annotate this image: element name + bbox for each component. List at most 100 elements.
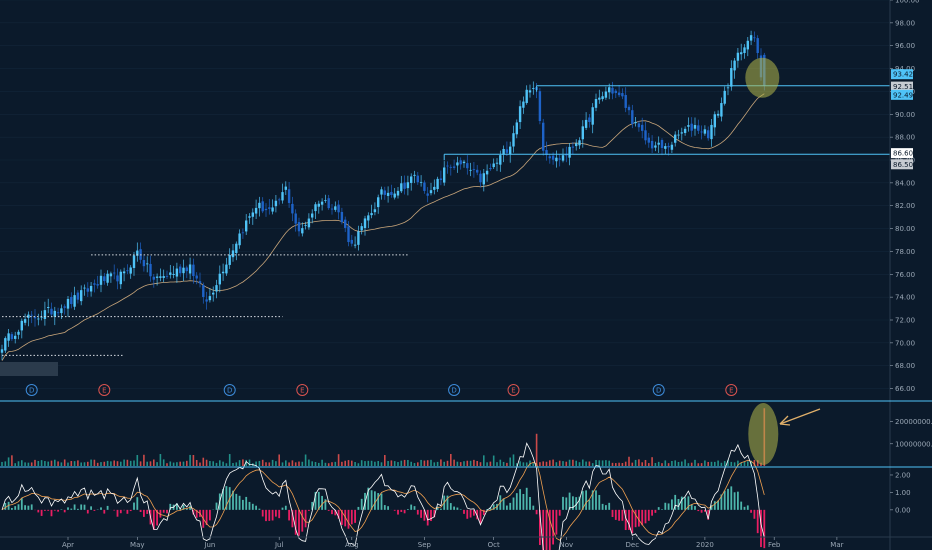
candle[interactable]	[416, 171, 419, 185]
price-tag[interactable]: 86.60	[891, 148, 913, 159]
candle[interactable]	[76, 290, 80, 304]
candle[interactable]	[367, 212, 370, 229]
candle[interactable]	[674, 131, 677, 147]
candle[interactable]	[73, 286, 76, 310]
candle[interactable]	[66, 296, 70, 317]
candle[interactable]	[63, 304, 66, 315]
candle[interactable]	[0, 344, 4, 361]
candle[interactable]	[228, 248, 231, 269]
candle[interactable]	[20, 318, 23, 339]
candle[interactable]	[337, 200, 340, 220]
candle[interactable]	[344, 216, 347, 233]
candle[interactable]	[172, 265, 175, 279]
candle[interactable]	[377, 194, 380, 214]
candle[interactable]	[736, 48, 740, 68]
candle[interactable]	[142, 255, 146, 272]
candle[interactable]	[631, 104, 634, 129]
candle[interactable]	[261, 197, 264, 214]
candle[interactable]	[393, 188, 396, 200]
candle[interactable]	[37, 313, 40, 326]
candle[interactable]	[165, 270, 169, 279]
candle[interactable]	[169, 264, 172, 279]
candle[interactable]	[700, 125, 703, 140]
candle[interactable]	[314, 202, 317, 220]
dividend-marker[interactable]: D	[223, 384, 236, 396]
candle[interactable]	[195, 272, 198, 285]
candle[interactable]	[188, 257, 192, 280]
candle[interactable]	[733, 57, 736, 79]
candle[interactable]	[707, 126, 710, 141]
candle[interactable]	[291, 196, 294, 222]
candle[interactable]	[443, 161, 446, 186]
candle[interactable]	[149, 255, 152, 282]
candle[interactable]	[472, 161, 476, 178]
candle[interactable]	[146, 256, 149, 273]
candle[interactable]	[89, 282, 93, 297]
candle[interactable]	[439, 170, 443, 186]
candle[interactable]	[591, 103, 594, 134]
candle[interactable]	[693, 117, 697, 136]
candle[interactable]	[749, 30, 753, 45]
candle[interactable]	[330, 203, 334, 215]
candle[interactable]	[86, 282, 89, 298]
candle[interactable]	[555, 150, 558, 168]
candle[interactable]	[284, 181, 287, 195]
candle[interactable]	[106, 270, 109, 286]
candle[interactable]	[251, 208, 254, 225]
candle[interactable]	[677, 129, 680, 140]
candle[interactable]	[479, 170, 482, 188]
candle[interactable]	[713, 111, 716, 136]
candle[interactable]	[720, 97, 723, 122]
candle[interactable]	[132, 251, 136, 276]
candle[interactable]	[426, 187, 429, 203]
candle[interactable]	[334, 201, 337, 212]
oscillator-pane[interactable]	[1, 442, 766, 550]
candle[interactable]	[667, 142, 670, 156]
candle[interactable]	[396, 186, 400, 199]
candle[interactable]	[363, 215, 367, 236]
candle[interactable]	[17, 329, 20, 340]
candle[interactable]	[466, 155, 469, 175]
candle[interactable]	[96, 275, 99, 289]
candle[interactable]	[218, 265, 221, 293]
candle[interactable]	[278, 197, 281, 205]
candle[interactable]	[657, 136, 660, 153]
candle[interactable]	[617, 84, 621, 98]
candle[interactable]	[33, 309, 37, 327]
candle[interactable]	[459, 157, 462, 170]
candle[interactable]	[634, 116, 637, 127]
candle[interactable]	[258, 196, 261, 217]
candle[interactable]	[205, 291, 208, 310]
candle[interactable]	[462, 159, 466, 168]
price-tag[interactable]: 86.50	[891, 159, 913, 170]
candle[interactable]	[492, 158, 495, 170]
candle[interactable]	[192, 258, 195, 284]
dividend-marker[interactable]: D	[448, 384, 461, 396]
candle[interactable]	[558, 154, 561, 167]
candle[interactable]	[518, 100, 522, 130]
candle[interactable]	[644, 121, 647, 145]
candle[interactable]	[654, 141, 657, 152]
candle[interactable]	[347, 221, 350, 247]
candle[interactable]	[152, 273, 155, 288]
candle[interactable]	[650, 135, 654, 153]
candle[interactable]	[532, 81, 535, 95]
candle[interactable]	[47, 298, 50, 314]
candle[interactable]	[162, 269, 165, 283]
candle[interactable]	[40, 310, 43, 321]
candle[interactable]	[584, 112, 588, 131]
candle[interactable]	[23, 313, 27, 326]
candle[interactable]	[419, 175, 423, 187]
candle[interactable]	[212, 286, 215, 302]
candle[interactable]	[740, 43, 743, 61]
candle[interactable]	[608, 83, 611, 100]
candle[interactable]	[122, 267, 126, 282]
candle[interactable]	[136, 242, 139, 262]
earnings-marker[interactable]: E	[98, 384, 111, 396]
candle[interactable]	[281, 183, 284, 204]
candle[interactable]	[116, 268, 119, 290]
candle[interactable]	[7, 328, 10, 347]
candle[interactable]	[30, 310, 33, 324]
candle[interactable]	[360, 223, 363, 235]
candle[interactable]	[380, 186, 383, 200]
